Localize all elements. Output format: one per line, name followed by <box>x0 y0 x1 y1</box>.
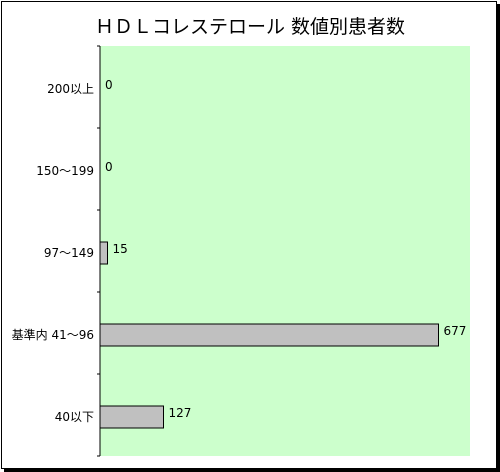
y-axis-ticks <box>97 45 100 457</box>
chart-title: ＨＤＬコレステロール 数値別患者数 <box>95 16 405 38</box>
category-label: 97～149 <box>44 246 94 260</box>
bar <box>99 323 439 347</box>
bar <box>99 405 164 429</box>
category-label: 基準内 41～96 <box>12 327 94 342</box>
data-label: 677 <box>444 324 467 338</box>
plot-area <box>100 46 470 456</box>
bar <box>99 241 108 265</box>
data-labels: 0 0 15 677 127 <box>105 78 466 420</box>
data-label: 127 <box>169 406 192 420</box>
bars <box>99 241 439 429</box>
category-label: 200以上 <box>47 82 94 96</box>
category-label: 40以下 <box>55 410 94 424</box>
data-label: 15 <box>113 242 128 256</box>
category-labels: 200以上 150～199 97～149 基準内 41～96 40以下 <box>12 82 94 424</box>
data-label: 0 <box>105 160 113 174</box>
category-label: 150～199 <box>36 164 94 178</box>
data-label: 0 <box>105 78 113 92</box>
